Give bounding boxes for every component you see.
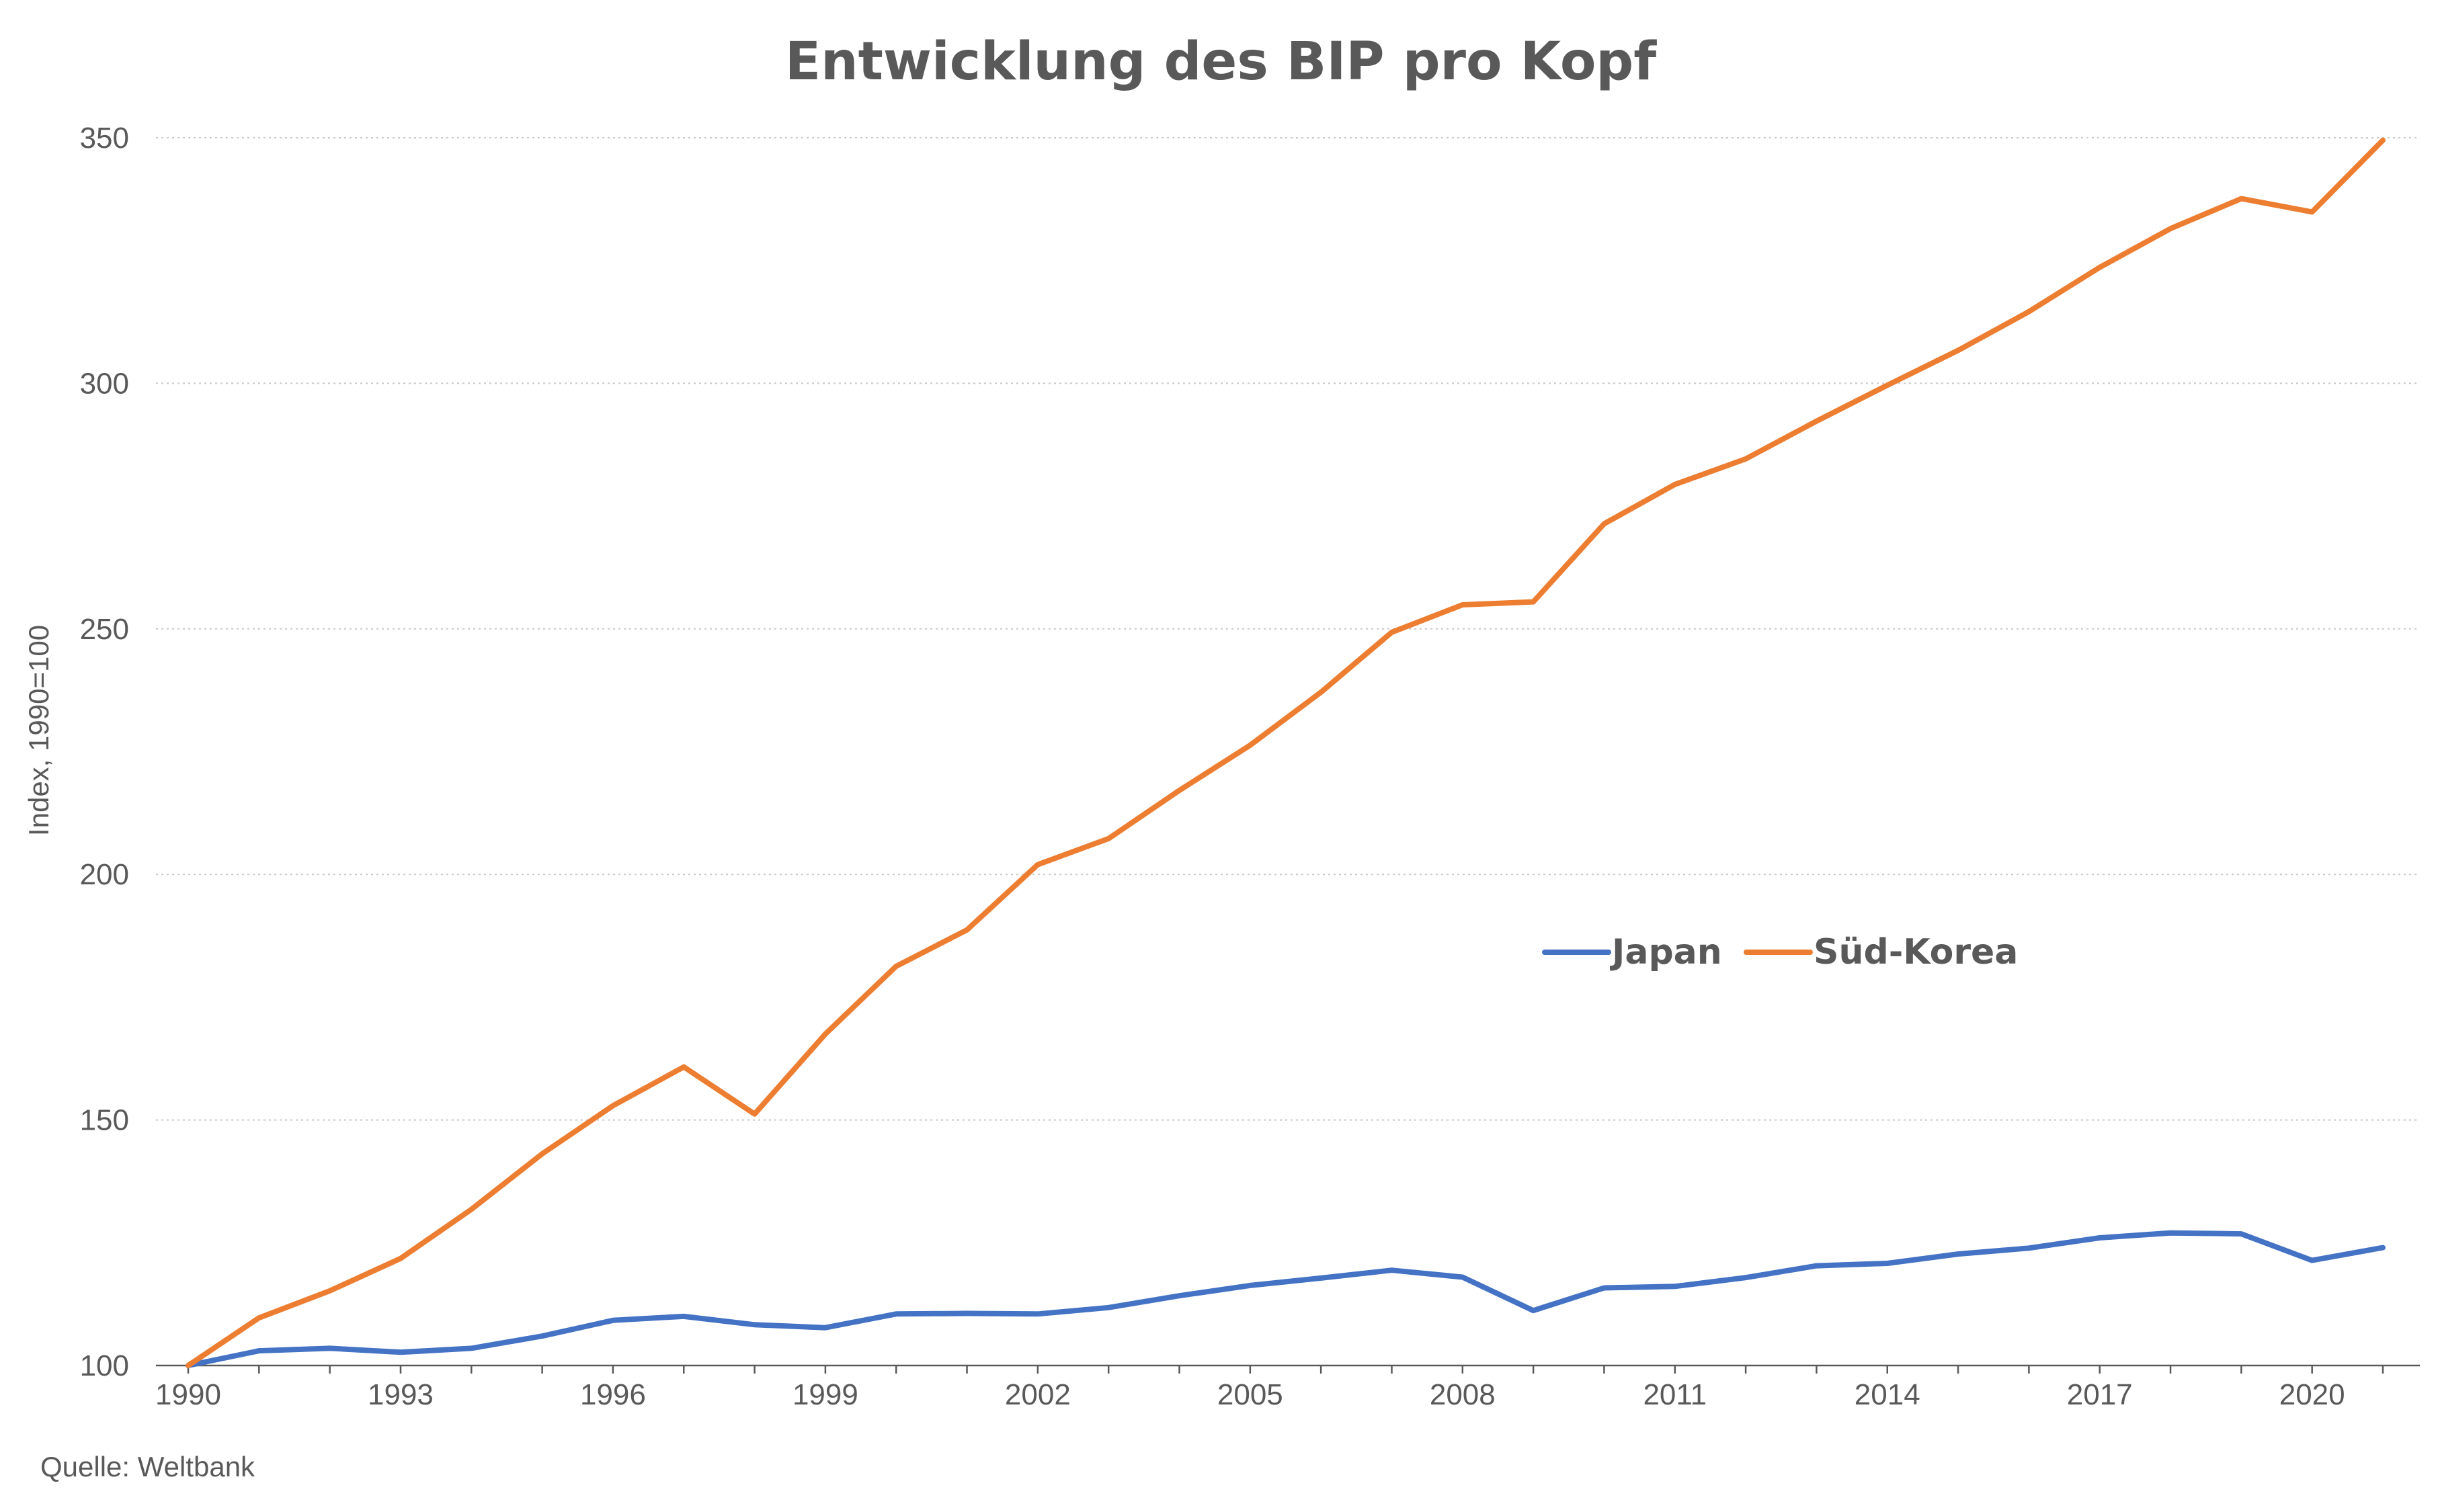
y-tick-label: 300 xyxy=(80,367,129,400)
x-tick-label: 1993 xyxy=(368,1378,434,1411)
x-tick-label: 2014 xyxy=(1855,1378,1920,1411)
y-axis-ticks: 100 150 200 250 300 350 xyxy=(80,122,129,1382)
series-line-japan xyxy=(186,1230,2386,1368)
x-tick-label: 1996 xyxy=(580,1378,646,1411)
series-line-sued-korea xyxy=(186,137,2386,1368)
x-tick-label: 1999 xyxy=(793,1378,858,1411)
y-tick-label: 200 xyxy=(80,858,129,891)
x-tick-label: 2017 xyxy=(2067,1378,2133,1411)
x-tick-label: 2011 xyxy=(1643,1378,1707,1411)
source-note: Quelle: Weltbank xyxy=(40,1451,255,1482)
y-axis-label: Index, 1990=100 xyxy=(23,625,54,836)
series-lines xyxy=(186,137,2386,1368)
y-tick-label: 350 xyxy=(80,122,129,155)
x-axis-tick-marks xyxy=(187,1366,2384,1374)
x-tick-label: 2008 xyxy=(1430,1378,1496,1411)
x-tick-label: 2005 xyxy=(1217,1378,1283,1411)
y-tick-label: 150 xyxy=(80,1104,129,1137)
x-tick-label: 1990 xyxy=(155,1378,221,1411)
y-tick-label: 250 xyxy=(80,613,129,646)
chart-title: Entwicklung des BIP pro Kopf xyxy=(785,32,1657,92)
x-axis-ticks: 1990 1993 1996 1999 2002 2005 2008 2011 2014 2017… xyxy=(155,1378,2345,1411)
legend-label-japan: Japan xyxy=(1610,932,1722,972)
y-tick-label: 100 xyxy=(80,1349,129,1382)
x-tick-label: 2002 xyxy=(1005,1378,1071,1411)
gridlines xyxy=(156,137,2420,1121)
legend: Japan Süd-Korea xyxy=(1542,932,2018,972)
x-tick-label: 2020 xyxy=(2279,1378,2345,1411)
legend-label-sued-korea: Süd-Korea xyxy=(1814,932,2018,972)
